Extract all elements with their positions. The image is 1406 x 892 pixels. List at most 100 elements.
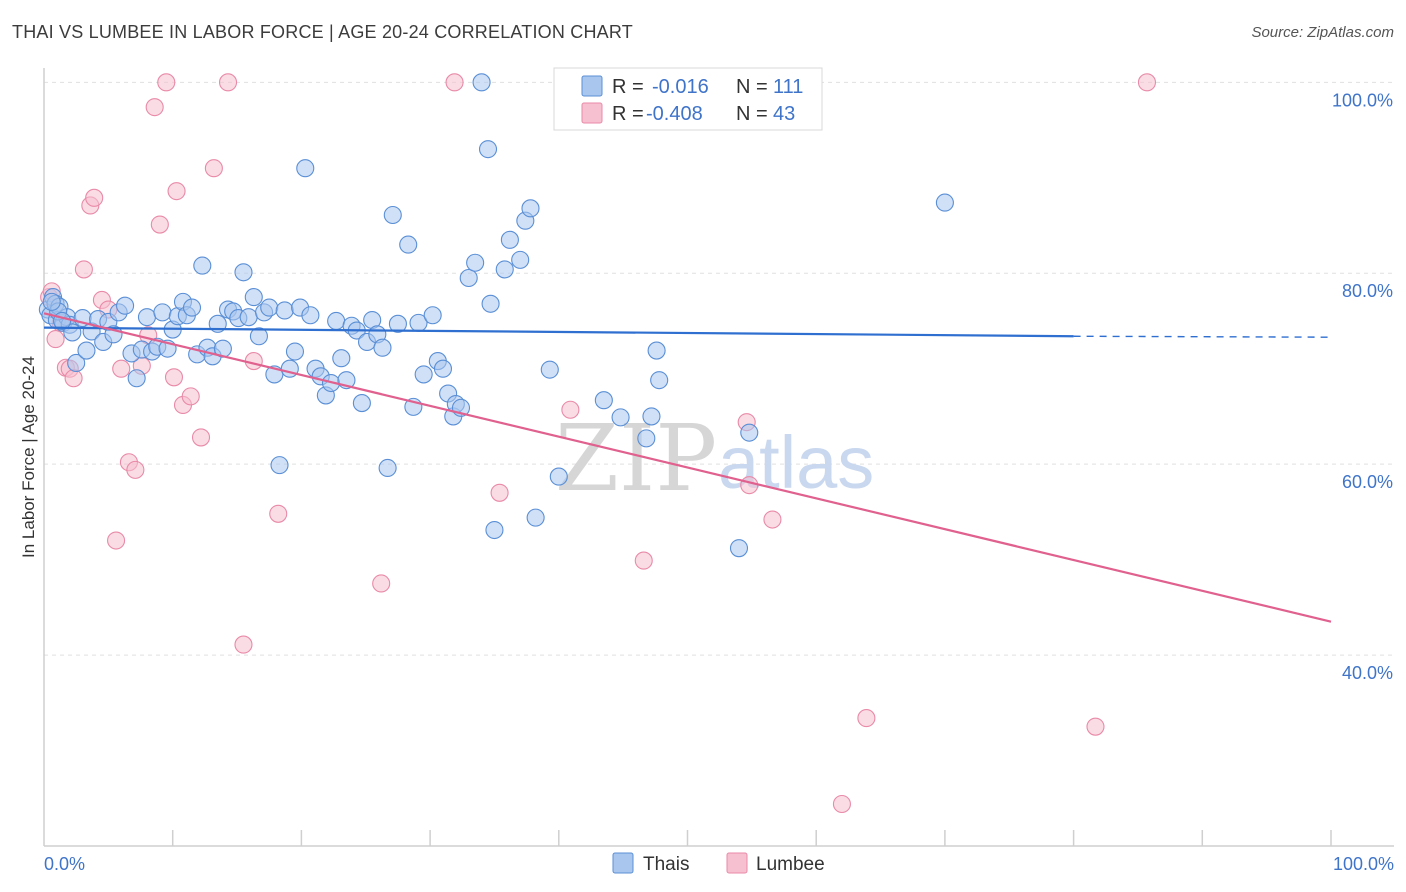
thais-point	[526, 508, 545, 527]
lumbee-point	[740, 476, 759, 495]
thais-point	[414, 365, 433, 384]
thais-point	[466, 253, 485, 272]
lumbee-r-value: -0.408	[646, 103, 703, 125]
lumbee-point	[832, 794, 851, 814]
lumbee-point	[107, 531, 126, 550]
lumbee-legend-label: Lumbee	[756, 854, 825, 875]
lumbee-point	[74, 260, 93, 279]
y-tick-label: 80.0%	[1342, 281, 1393, 301]
lumbee-point	[181, 387, 200, 406]
y-tick-label: 60.0%	[1342, 472, 1393, 492]
lumbee-point	[85, 188, 104, 207]
chart-title: THAI VS LUMBEE IN LABOR FORCE | AGE 20-2…	[12, 22, 633, 42]
thais-point	[327, 311, 346, 331]
thais-point	[935, 193, 954, 212]
lumbee-point	[218, 73, 238, 92]
lumbee-trend-line	[43, 312, 1332, 623]
lumbee-point	[145, 98, 164, 117]
lumbee-points	[40, 73, 1157, 814]
thais-r-label: R =	[612, 76, 644, 98]
thais-point	[650, 371, 669, 390]
trend-lines	[43, 312, 1332, 623]
thais-trend-line	[43, 326, 1074, 338]
y-tick-labels: 40.0% 60.0% 80.0% 100.0%	[1332, 90, 1393, 683]
lumbee-point	[112, 359, 131, 378]
x-tick-label-max: 100.0%	[1333, 854, 1394, 874]
x-ticks	[171, 830, 1332, 846]
lumbee-point	[561, 400, 580, 419]
thais-point	[433, 359, 453, 378]
thais-legend-label: Thais	[643, 854, 689, 875]
thais-point	[500, 230, 519, 249]
thais-point	[740, 423, 759, 442]
lumbee-point	[150, 215, 169, 234]
thais-point	[193, 256, 212, 275]
thais-point	[485, 520, 504, 540]
thais-point	[275, 301, 294, 320]
thais-point	[637, 429, 656, 448]
thais-n-value: 111	[773, 76, 803, 98]
lumbee-point	[1137, 73, 1157, 92]
y-tick-label: 100.0%	[1332, 90, 1393, 110]
thais-bottom-swatch	[612, 852, 634, 874]
thais-point	[472, 73, 491, 92]
thais-point	[127, 369, 146, 388]
axes	[43, 68, 1394, 847]
thais-point	[511, 250, 530, 269]
thais-point	[352, 394, 371, 413]
thais-point	[549, 467, 568, 486]
lumbee-point	[126, 460, 145, 479]
lumbee-point	[490, 483, 509, 502]
thais-point	[373, 338, 392, 357]
watermark-zip: ZIP	[555, 405, 717, 512]
thais-point	[642, 407, 661, 426]
thais-point	[647, 341, 666, 360]
thais-point	[239, 308, 258, 327]
thais-n-label: N =	[736, 76, 768, 98]
lumbee-point	[634, 551, 653, 570]
lumbee-point	[445, 73, 464, 92]
lumbee-point	[167, 182, 186, 201]
thais-point	[285, 342, 305, 361]
lumbee-legend-swatch	[581, 102, 603, 124]
thais-point	[399, 235, 418, 254]
thais-point	[423, 306, 442, 325]
lumbee-n-value: 43	[773, 103, 795, 125]
thais-point	[42, 292, 61, 311]
lumbee-point	[234, 635, 253, 654]
y-axis-title: In Labor Force | Age 20-24	[19, 356, 38, 558]
thais-trend-line-extension	[1073, 335, 1332, 338]
thais-point	[332, 349, 351, 368]
thais-point	[594, 391, 613, 410]
lumbee-point	[763, 510, 782, 529]
thais-point	[137, 308, 157, 327]
thais-point	[301, 306, 320, 325]
bottom-legend: Thais Lumbee	[612, 852, 825, 875]
thais-point	[270, 456, 289, 475]
thais-point	[383, 205, 402, 225]
thais-point	[153, 303, 172, 322]
thais-point	[77, 341, 96, 360]
grid-lines	[44, 81, 1394, 656]
lumbee-point	[64, 369, 83, 388]
thais-point	[388, 314, 407, 333]
thais-point	[244, 288, 263, 307]
lumbee-point	[46, 330, 65, 349]
thais-point	[478, 140, 498, 159]
thais-point	[67, 353, 86, 373]
lumbee-n-label: N =	[736, 103, 768, 125]
thais-point	[521, 199, 540, 218]
thais-point	[296, 159, 315, 178]
thais-point	[249, 327, 268, 346]
thais-point	[378, 458, 397, 478]
lumbee-point	[269, 504, 288, 523]
x-tick-label-min: 0.0%	[44, 854, 85, 874]
lumbee-point	[372, 574, 391, 593]
thais-point	[260, 298, 279, 317]
thais-legend-swatch	[581, 75, 603, 97]
thais-point	[116, 296, 135, 315]
lumbee-point	[164, 368, 184, 387]
lumbee-point	[191, 428, 211, 447]
lumbee-bottom-swatch	[726, 852, 748, 874]
